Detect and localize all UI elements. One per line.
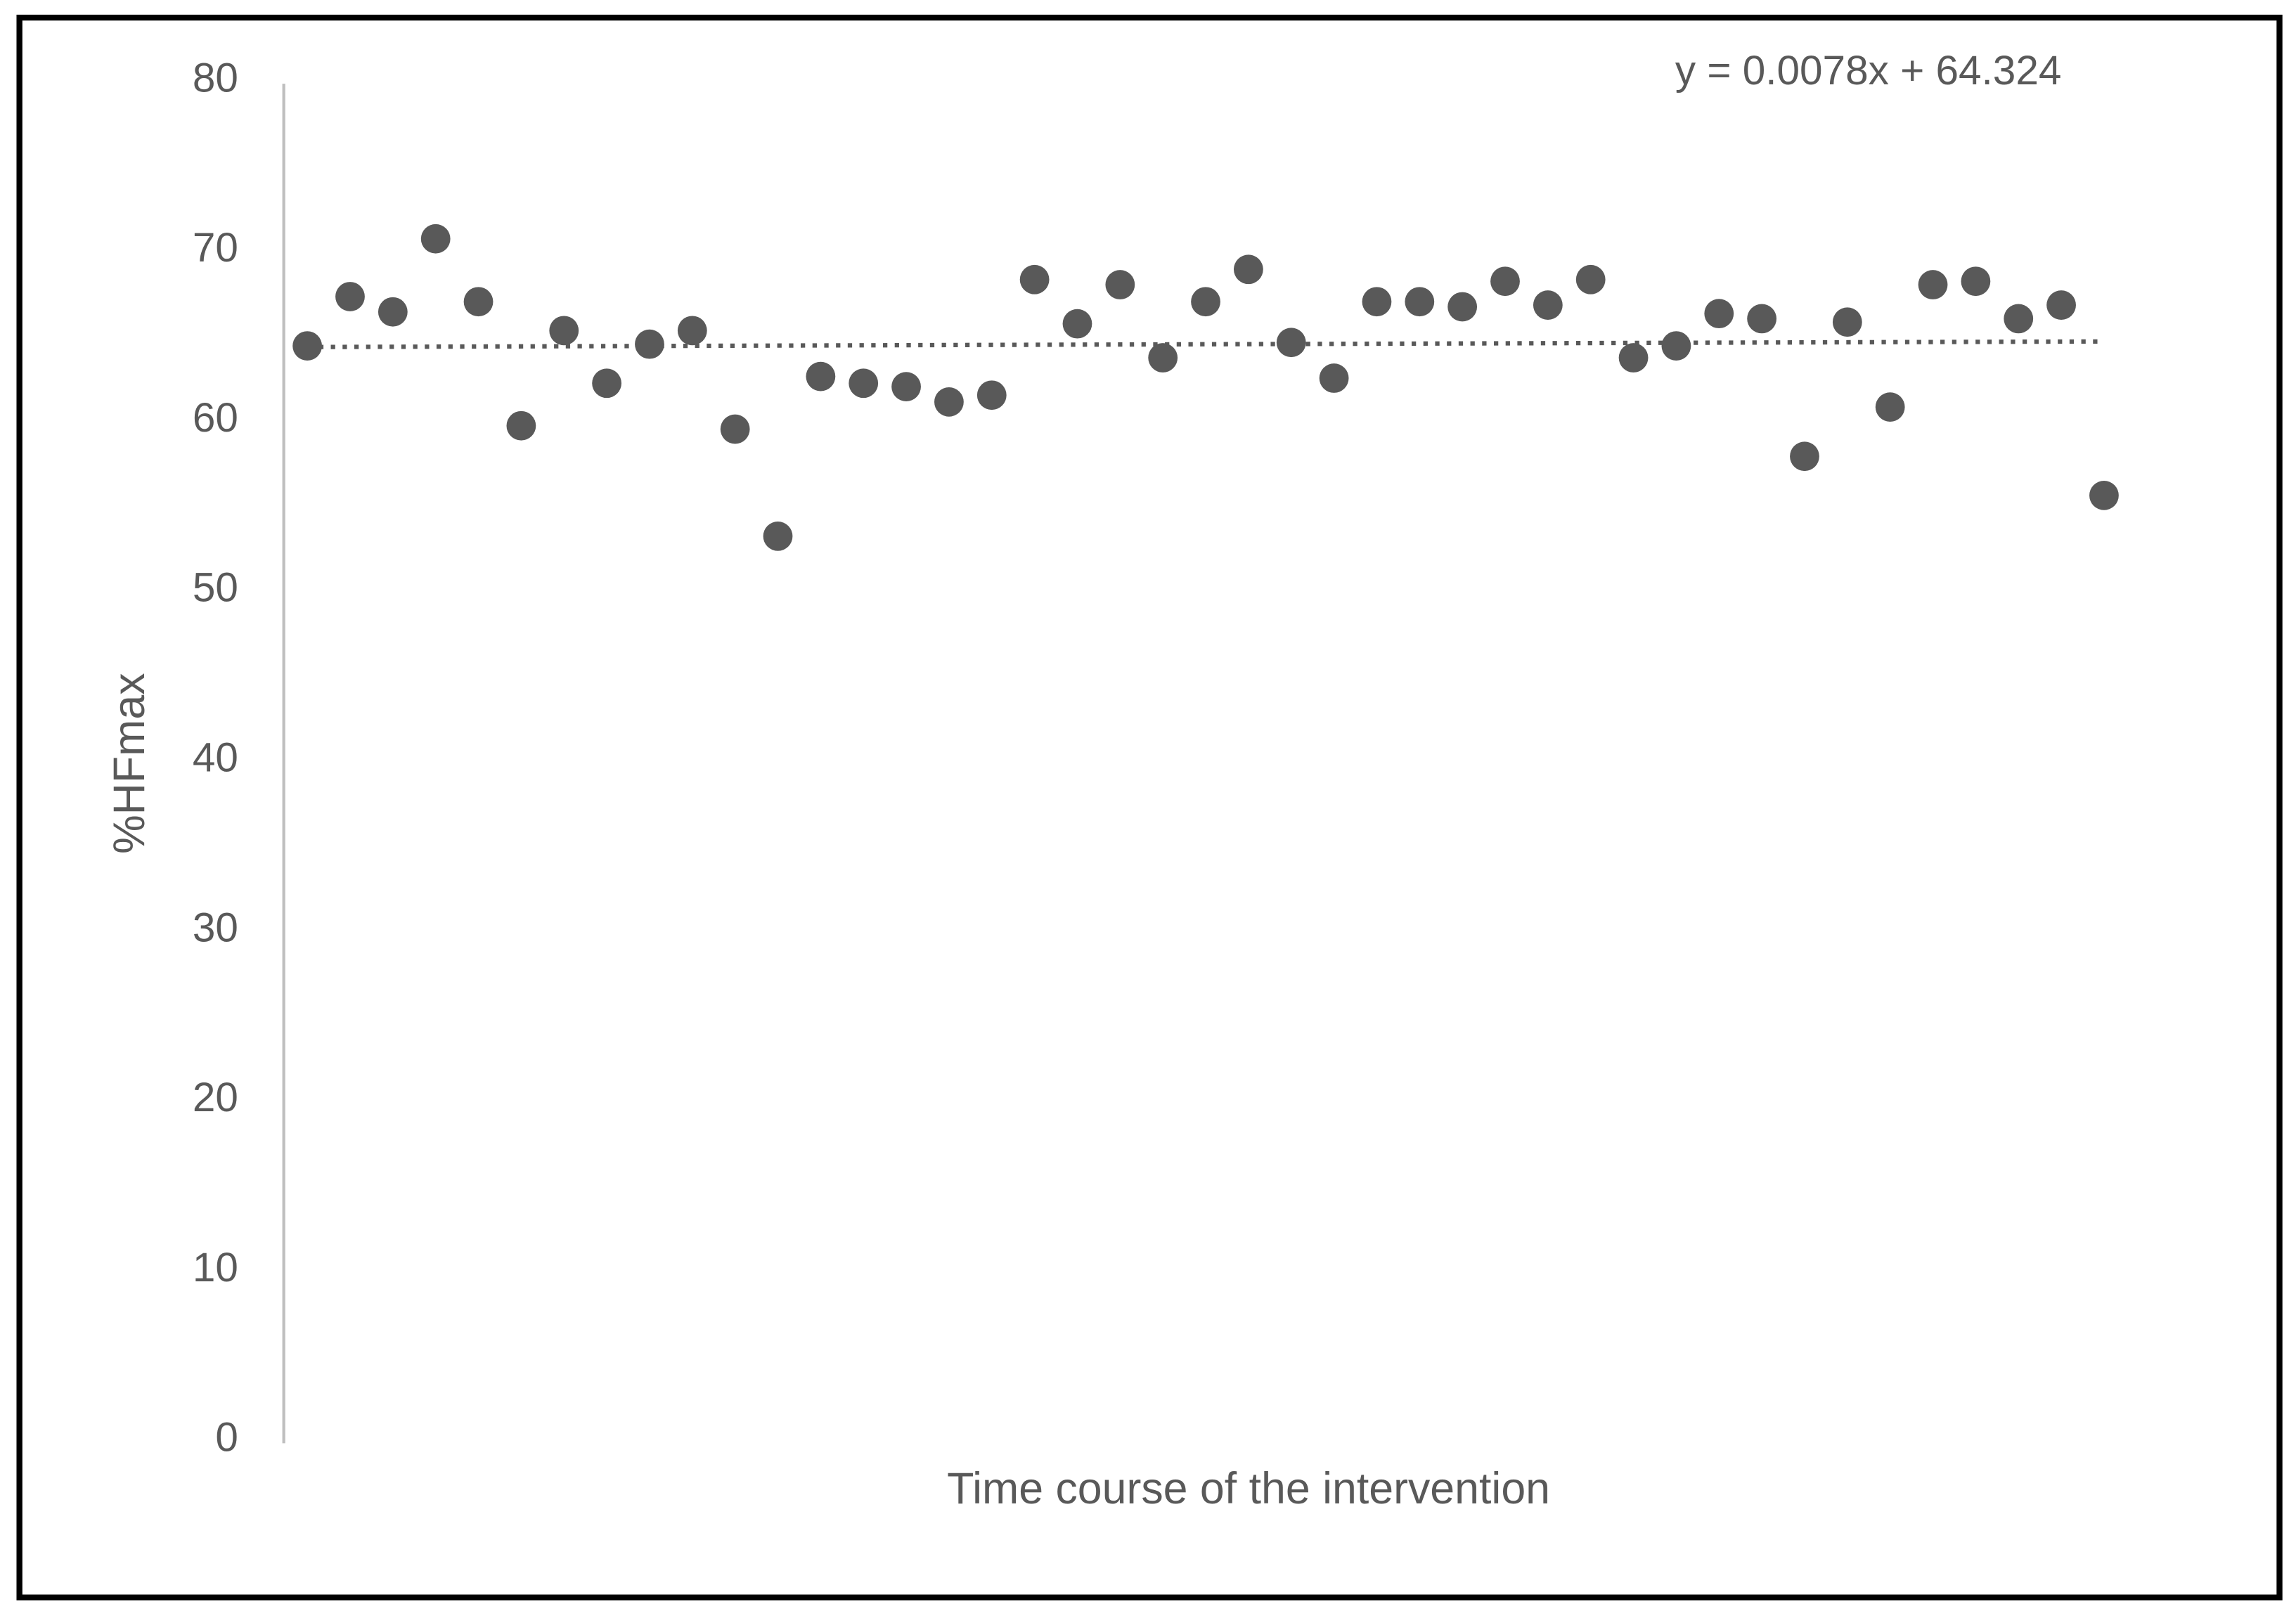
point (1191, 287, 1220, 317)
y-tick-label: 50 (193, 565, 238, 611)
y-tick-label: 70 (193, 225, 238, 271)
point (1148, 343, 1178, 373)
point (1875, 392, 1905, 422)
point (1105, 270, 1135, 299)
point (1533, 290, 1563, 320)
point (635, 329, 664, 359)
point (934, 387, 964, 417)
point (420, 224, 451, 254)
point (976, 380, 1007, 410)
point (1233, 254, 1263, 285)
point (677, 316, 707, 346)
point (1747, 304, 1777, 334)
point (1447, 292, 1478, 322)
point (891, 372, 921, 402)
point (1575, 264, 1606, 295)
y-tick-label: 10 (193, 1245, 238, 1290)
frame (16, 14, 2283, 1600)
point (506, 410, 536, 441)
point (592, 368, 621, 399)
point (1019, 264, 1050, 295)
y-axis-title: %HFmax (105, 673, 154, 854)
point (335, 282, 365, 311)
point (1362, 287, 1392, 317)
point (1704, 299, 1734, 329)
y-tick-label: 0 (215, 1415, 238, 1461)
point (1790, 441, 1819, 472)
y-tick-label: 80 (193, 55, 238, 101)
point (1490, 266, 1520, 297)
point (1319, 363, 1349, 393)
point (1918, 270, 1948, 299)
trendline-equation: y = 0.0078x + 64.324 (1675, 48, 2062, 93)
point (1062, 309, 1092, 339)
point (1832, 307, 1862, 337)
point (1661, 331, 1691, 361)
point (2046, 290, 2076, 320)
point (720, 414, 750, 444)
point (763, 522, 793, 551)
point (1276, 328, 1306, 358)
x-axis-title: Time course of the intervention (947, 1464, 1550, 1513)
point (1618, 343, 1649, 373)
point (2004, 304, 2034, 334)
point (463, 287, 494, 317)
point (806, 361, 836, 391)
point (1961, 266, 1991, 297)
point (2089, 480, 2119, 510)
y-tick-label: 30 (193, 905, 238, 950)
point (849, 368, 879, 399)
y-tick-label: 40 (193, 735, 238, 781)
point (378, 297, 408, 327)
point (1405, 287, 1435, 317)
y-tick-label: 60 (193, 395, 238, 441)
point (549, 316, 579, 346)
point (292, 331, 323, 361)
y-tick-label: 20 (193, 1075, 238, 1120)
